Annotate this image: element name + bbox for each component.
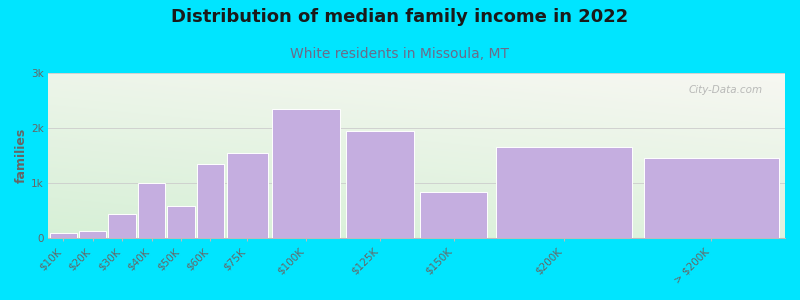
Bar (420, 192, 487, 239)
Text: White residents in Missoula, MT: White residents in Missoula, MT (290, 46, 510, 61)
Bar (109, 214, 136, 239)
Bar (272, 109, 340, 238)
Y-axis label: families: families (15, 128, 28, 183)
Bar (496, 148, 632, 238)
Bar (50, 233, 77, 238)
Bar (227, 153, 268, 238)
Bar (346, 131, 414, 239)
Bar (643, 158, 779, 238)
Bar (197, 164, 224, 239)
Text: City-Data.com: City-Data.com (689, 85, 763, 94)
Bar (167, 206, 194, 238)
Bar (138, 183, 165, 238)
Text: Distribution of median family income in 2022: Distribution of median family income in … (171, 8, 629, 26)
Bar (79, 231, 106, 239)
